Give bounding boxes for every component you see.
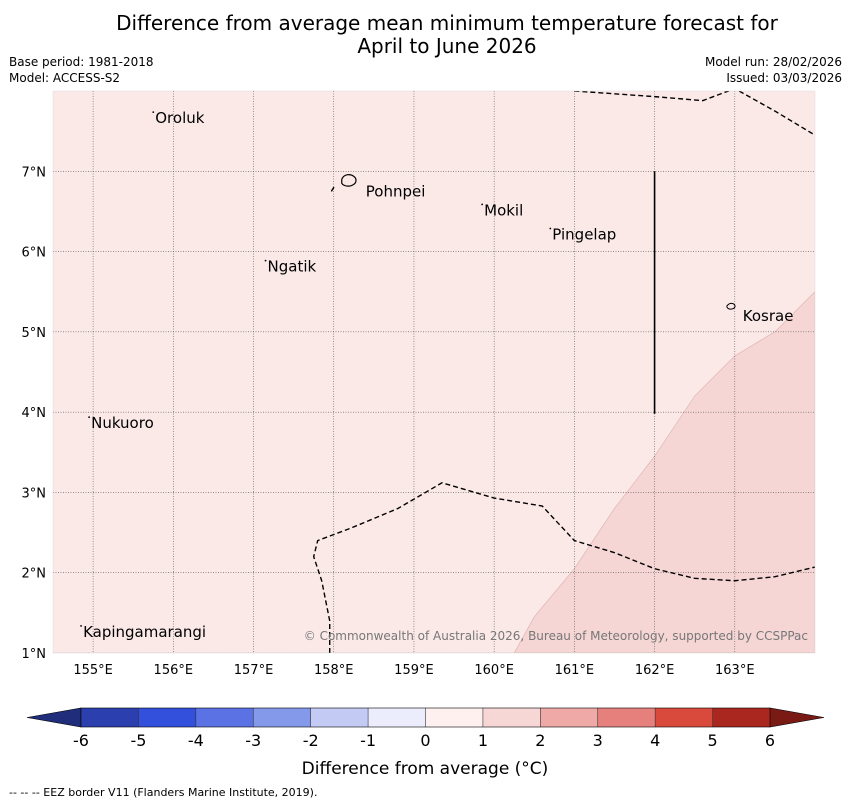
place-label: Pingelap — [552, 226, 616, 244]
lon-tick-label: 163°E — [715, 663, 755, 678]
colorbar-extend-max — [769, 707, 825, 728]
eez-border — [312, 482, 815, 653]
meta-right: Model run: 28/02/2026 Issued: 03/03/2026 — [705, 54, 842, 86]
colorbar-swatch — [597, 708, 656, 727]
lat-tick-label: 2°N — [22, 567, 47, 582]
colorbar-title: Difference from average (°C) — [302, 759, 549, 779]
lat-tick-label: 4°N — [22, 406, 47, 421]
lon-tick-label: 161°E — [555, 663, 595, 678]
colorbar-tick-label: 0 — [420, 731, 430, 750]
anomaly-region — [513, 291, 815, 653]
title-line-1: Difference from average mean minimum tem… — [116, 11, 778, 35]
colorbar-tick-label: -3 — [245, 731, 261, 750]
eez-border — [330, 184, 336, 192]
lat-tick-label: 5°N — [22, 326, 47, 341]
eez-footnote: -- -- -- EEZ border V11 (Flanders Marine… — [9, 786, 318, 799]
place-label: Oroluk — [155, 109, 204, 127]
kosrae-island — [726, 302, 736, 310]
colorbar-tick-label: -5 — [130, 731, 146, 750]
colorbar-swatch — [138, 708, 197, 727]
place-label: Ngatik — [268, 258, 317, 276]
colorbar-tick-label: -2 — [303, 731, 319, 750]
place-label: Mokil — [484, 201, 523, 219]
copyright-text: © Commonwealth of Australia 2026, Bureau… — [304, 629, 808, 643]
lat-tick-label: 3°N — [22, 486, 47, 501]
colorbar-swatch — [482, 708, 541, 727]
meta-left: Base period: 1981-2018 Model: ACCESS-S2 — [9, 54, 154, 86]
colorbar-swatch — [310, 708, 369, 727]
colorbar-swatch — [425, 708, 484, 727]
colorbar-tick-label: 6 — [765, 731, 775, 750]
lat-tick-label: 6°N — [22, 246, 47, 261]
colorbar-tick-label: 3 — [593, 731, 603, 750]
atoll-marker — [80, 625, 82, 627]
atoll-marker — [88, 416, 90, 419]
colorbar-swatch — [253, 708, 311, 727]
colorbar-swatch — [540, 708, 599, 727]
colorbar-frame — [80, 707, 771, 728]
lon-tick-label: 162°E — [635, 663, 675, 678]
place-label: Kosrae — [743, 307, 794, 325]
atoll-marker — [481, 203, 484, 206]
lon-tick-label: 160°E — [474, 663, 514, 678]
colorbar-tick-label: 5 — [707, 731, 717, 750]
lat-tick-label: 1°N — [22, 647, 47, 662]
issued-label: Issued: 03/03/2026 — [726, 71, 842, 85]
lon-tick-label: 157°E — [234, 663, 274, 678]
atoll-marker — [549, 227, 552, 230]
map-layers: Oroluk Pohnpei Mokil Pingelap Ngatik Kosrae Nu… — [53, 91, 815, 653]
lon-tick-label: 158°E — [314, 663, 354, 678]
lon-tick-label: 156°E — [154, 663, 194, 678]
title-line-2: April to June 2026 — [357, 34, 537, 58]
colorbar-tick-label: -4 — [188, 731, 204, 750]
colorbar-tick-label: -1 — [360, 731, 376, 750]
lat-tick-label: 7°N — [22, 165, 47, 180]
colorbar-swatch — [81, 708, 139, 727]
base-period-label: Base period: 1981-2018 — [9, 55, 154, 69]
colorbar-tick-label: 2 — [535, 731, 545, 750]
lon-tick-label: 159°E — [394, 663, 434, 678]
colorbar-swatch — [712, 708, 771, 727]
place-label: Nukuoro — [91, 414, 154, 432]
map-frame — [52, 90, 816, 654]
place-label: Pohnpei — [366, 182, 426, 200]
colorbar-swatch — [655, 708, 713, 727]
lon-tick-label: 155°E — [73, 663, 113, 678]
pohnpei-island — [341, 174, 357, 187]
atoll-marker — [152, 111, 155, 113]
colorbar-tick-label: 4 — [650, 731, 660, 750]
chart-title: Difference from average mean minimum tem… — [0, 12, 850, 58]
colorbar-tick-label: -6 — [73, 731, 89, 750]
eez-border — [574, 91, 815, 136]
model-label: Model: ACCESS-S2 — [9, 71, 121, 85]
atoll-marker — [264, 259, 267, 262]
colorbar-extend-min — [26, 707, 82, 728]
colorbar-tick-label: 1 — [478, 731, 488, 750]
place-label: Kapingamarangi — [83, 623, 206, 641]
model-run-label: Model run: 28/02/2026 — [704, 55, 842, 69]
colorbar-swatch — [368, 708, 426, 727]
colorbar-swatch — [195, 708, 254, 727]
